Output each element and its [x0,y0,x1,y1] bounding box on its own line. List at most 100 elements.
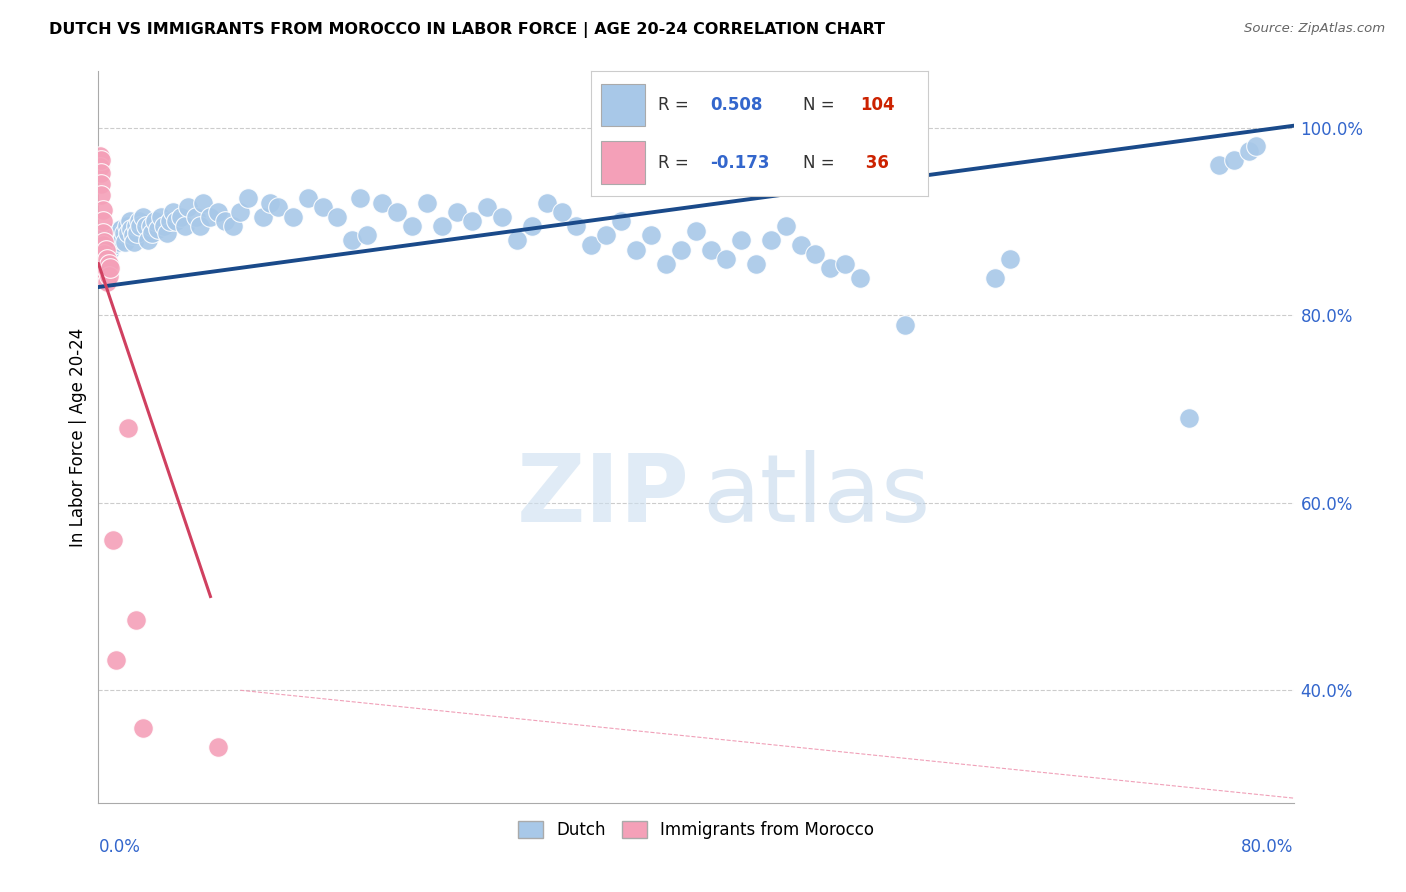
Point [775,219,797,233]
Text: -0.173: -0.173 [710,153,770,171]
Point [132,721,155,735]
Point [114,235,136,249]
Point [103,533,125,548]
Point [93,247,115,261]
Point [97,257,120,271]
Point [143,214,166,228]
Point [139,219,162,233]
Point [416,195,439,210]
Point [162,205,184,219]
Text: DUTCH VS IMMIGRANTS FROM MOROCCO IN LABOR FORCE | AGE 20-24 CORRELATION CHART: DUTCH VS IMMIGRANTS FROM MOROCCO IN LABO… [49,22,886,38]
Point [655,257,678,271]
Text: Source: ZipAtlas.com: Source: ZipAtlas.com [1244,22,1385,36]
Point [101,235,124,249]
Point [685,224,707,238]
Point [214,214,236,228]
Point [89,149,111,163]
Point [174,219,197,233]
Point [108,235,131,249]
Point [326,210,349,224]
Point [103,228,125,243]
Text: 0.0%: 0.0% [98,838,141,855]
Point [259,195,281,210]
Point [669,243,692,257]
Text: 80.0%: 80.0% [1241,838,1294,855]
Point [267,200,290,214]
Point [165,214,187,228]
Point [132,210,155,224]
Point [150,210,173,224]
Point [127,226,149,240]
Point [610,214,633,228]
Point [96,276,118,290]
Point [117,420,139,434]
Point [1237,144,1260,158]
Point [97,237,120,252]
Point [93,270,115,285]
Point [105,224,128,238]
Point [90,166,112,180]
Point [136,233,159,247]
Point [222,219,245,233]
Point [107,228,129,243]
Point [297,191,319,205]
Text: 104: 104 [860,96,896,114]
Point [98,261,122,276]
Point [93,260,115,274]
Point [700,243,723,257]
Point [94,243,117,257]
Point [91,203,114,218]
Point [191,195,214,210]
Point [91,237,114,252]
Point [849,270,872,285]
Point [125,219,148,233]
Point [820,261,842,276]
Point [112,226,135,240]
Text: 0.508: 0.508 [710,96,762,114]
Point [207,205,229,219]
Point [91,214,114,228]
Point [159,214,181,228]
Point [156,226,179,240]
Point [91,237,114,252]
Point [148,222,170,236]
Point [93,233,115,247]
Point [1208,158,1230,172]
Point [120,222,142,236]
Point [96,263,118,277]
Text: N =: N = [803,96,839,114]
Point [311,200,333,214]
Point [93,235,115,249]
Point [342,233,364,247]
Point [894,318,917,332]
Text: N =: N = [803,153,839,171]
Point [1223,153,1246,168]
Point [90,188,112,202]
Point [91,263,114,277]
FancyBboxPatch shape [600,141,644,184]
Point [984,270,1007,285]
Point [184,210,207,224]
Point [371,195,394,210]
Point [998,252,1021,266]
Point [153,219,176,233]
Point [104,231,127,245]
Point [89,160,111,174]
Point [714,252,737,266]
Point [1178,411,1201,425]
Point [349,191,371,205]
Point [117,226,139,240]
Text: R =: R = [658,96,695,114]
Point [1244,139,1267,153]
Point [520,219,543,233]
Point [834,257,856,271]
Point [188,219,211,233]
Point [759,233,782,247]
Point [177,200,200,214]
Point [129,219,152,233]
Point [565,219,588,233]
Point [98,231,122,245]
Point [430,219,453,233]
Point [745,257,768,271]
Point [94,228,117,243]
